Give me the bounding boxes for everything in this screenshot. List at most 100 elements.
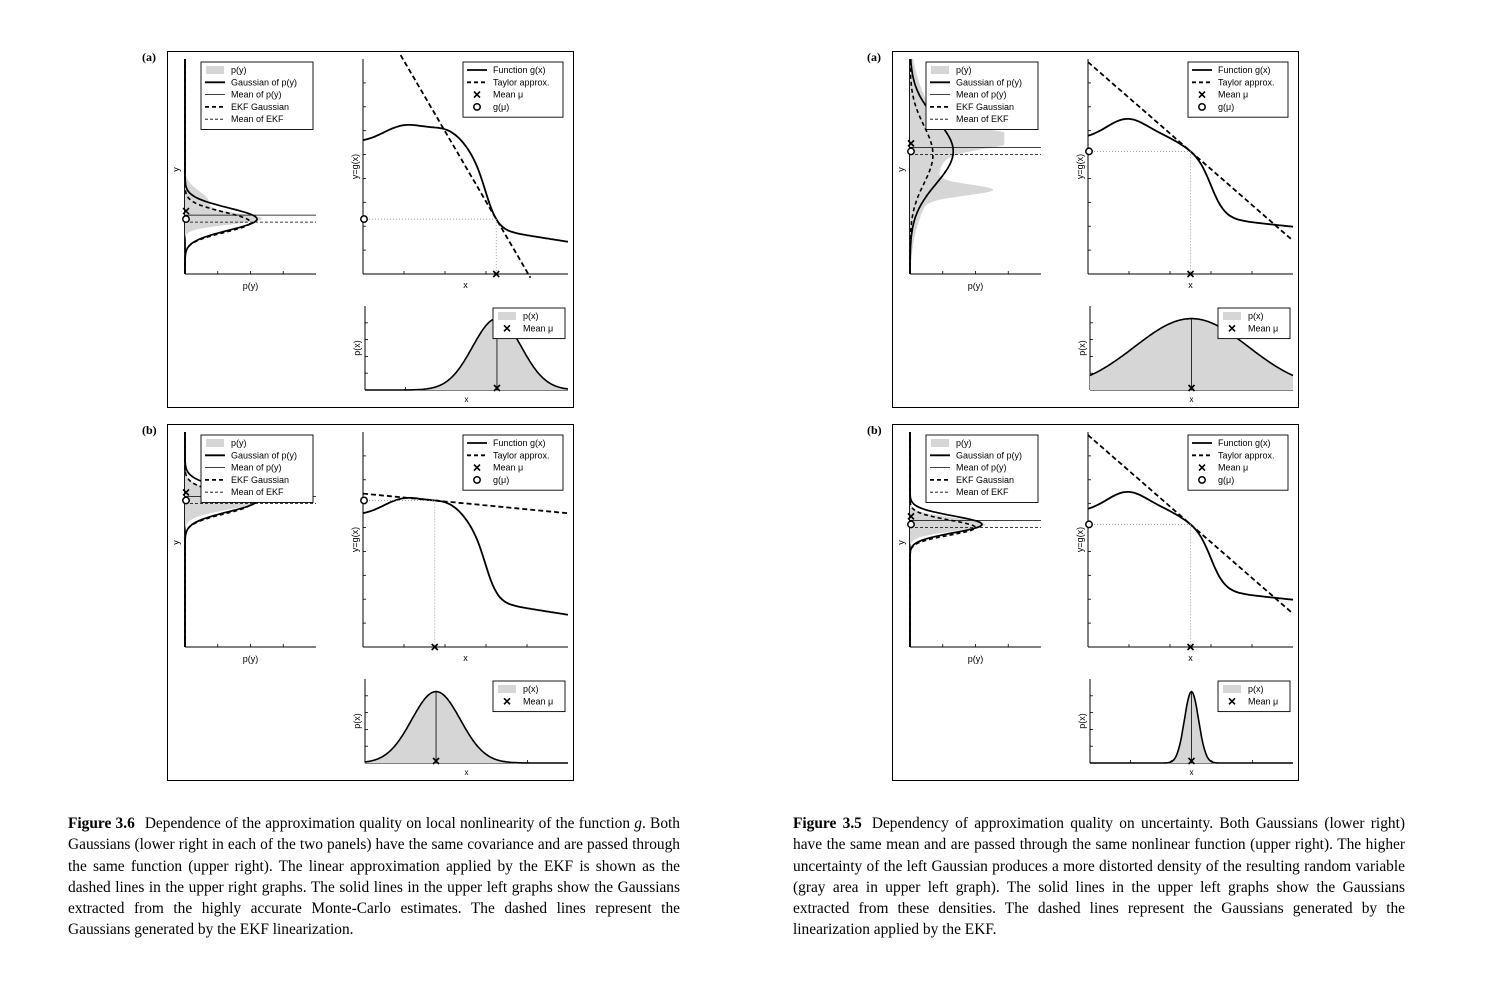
px-area [365, 691, 568, 763]
x-axis-label: x [1188, 653, 1193, 663]
legend-item: Taylor approx. [1218, 450, 1275, 460]
function-curve [362, 497, 569, 616]
caption-number: Figure 3.5 [793, 815, 862, 832]
caption-text: Dependency of approximation quality on u… [793, 815, 1405, 939]
px-mean-marker [1187, 757, 1196, 765]
px-curve [364, 690, 568, 764]
legend-item: Mean of p(y) [956, 90, 1007, 100]
legend-item: Mean of p(y) [231, 463, 282, 473]
x-axis-label: x [1190, 768, 1194, 777]
x-axis-label: x [1188, 280, 1193, 290]
function-plot: Function g(x) Taylor approx. Mean μ g(μ) x y=… [1075, 59, 1294, 290]
function-curve [362, 124, 569, 243]
y-axis-label: p(x) [352, 713, 362, 729]
px-mean-marker [432, 757, 440, 765]
legend-item: Mean μ [493, 90, 523, 100]
legend-marker-cross [503, 697, 511, 705]
ekf-gaussian-curve [184, 432, 252, 647]
ekf-gaussian-curve [184, 59, 252, 274]
panel-plot: Function g(x) Taylor approx. Mean μ g(μ) x y=… [171, 432, 569, 777]
mean-marker [1186, 270, 1195, 278]
legend-swatch-fill [498, 312, 516, 320]
legend-marker-circle [473, 475, 481, 484]
legend-item: Function g(x) [493, 438, 546, 448]
figure-caption: Figure 3.5 Dependency of approximation qu… [793, 813, 1405, 941]
legend-marker-cross [503, 324, 511, 332]
function-plot: Function g(x) Taylor approx. Mean μ g(μ) x y=… [1075, 432, 1294, 663]
legend-item: p(y) [231, 438, 247, 448]
py-mean-marker [907, 512, 915, 520]
legend-item: Mean of p(y) [956, 463, 1007, 473]
function-plot: Function g(x) Taylor approx. Mean μ g(μ) x y=… [350, 54, 569, 290]
legend-item: EKF Gaussian [956, 475, 1014, 485]
panel-label-a: (a) [867, 50, 881, 64]
px-mean-marker [493, 384, 501, 392]
legend-item: EKF Gaussian [231, 475, 289, 485]
figure-3-5: (a) Function g(x) Taylor approx. Mean μ g(μ… [785, 0, 1485, 1000]
legend-item: Mean μ [523, 696, 553, 706]
y-axis-label: y [171, 167, 181, 172]
figure-3-6: (a) Function g(x) Taylor approx. Mean μ g(μ… [60, 0, 760, 1000]
legend-item: p(x) [1248, 684, 1264, 694]
legend-swatch-fill [498, 685, 516, 693]
legend-marker-circle [1198, 102, 1206, 111]
py-area [185, 59, 263, 274]
px-plot: p(x) Mean μ x p(x) [1077, 679, 1293, 777]
legend-item: Mean of EKF [956, 114, 1009, 124]
legend-marker-cross [1228, 697, 1236, 705]
px-curve [1090, 690, 1293, 764]
panel-plot: Function g(x) Taylor approx. Mean μ g(μ) x y=… [171, 54, 569, 404]
legend-box [1217, 307, 1291, 340]
y-axis-label: y [896, 540, 906, 545]
y-axis-label: p(x) [352, 340, 362, 356]
px-plot: p(x) Mean μ x p(x) [352, 306, 569, 404]
y-axis-label: y=g(x) [1075, 154, 1085, 179]
legend-item: g(μ) [1218, 475, 1234, 485]
py-plot: p(y) Gaussian of p(y) Mean of p(y) EKF Gaus… [171, 432, 316, 664]
ekf-gaussian-curve [909, 59, 934, 274]
legend-swatch-fill [931, 439, 949, 447]
x-axis-label: p(y) [243, 654, 259, 664]
panel-plot: Function g(x) Taylor approx. Mean μ g(μ) x y=… [896, 58, 1294, 404]
legend-swatch-fill [1223, 312, 1241, 320]
y-axis-label: y=g(x) [1075, 527, 1085, 552]
legend-item: g(μ) [493, 475, 509, 485]
legend-item: Mean μ [1248, 696, 1278, 706]
legend-item: p(x) [523, 311, 539, 321]
y-axis-label: y=g(x) [350, 154, 360, 179]
legend-item: Mean μ [1218, 90, 1248, 100]
legend-item: Gaussian of p(y) [956, 77, 1022, 87]
caption-number: Figure 3.6 [68, 815, 135, 832]
py-area [910, 59, 1005, 274]
px-mean-marker [1187, 384, 1196, 392]
legend-item: EKF Gaussian [956, 102, 1014, 112]
legend-item: g(μ) [493, 102, 509, 112]
figure-panel-b: Function g(x) Taylor approx. Mean μ g(μ) x y=… [892, 424, 1299, 781]
ekf-gaussian-curve [909, 432, 977, 647]
legend-item: p(x) [523, 684, 539, 694]
taylor-line [1087, 61, 1294, 242]
legend-item: p(y) [231, 65, 247, 75]
caption-text: Dependence of the approximation quality … [68, 815, 680, 939]
legend-swatch-fill [1223, 685, 1241, 693]
panel-label-b: (b) [867, 423, 882, 437]
figure-caption: Figure 3.6 Dependence of the approximatio… [68, 813, 680, 941]
taylor-line [399, 54, 532, 279]
function-plot: Function g(x) Taylor approx. Mean μ g(μ) x y=… [350, 432, 569, 663]
legend-marker-circle [473, 102, 481, 111]
legend-marker-cross [1198, 91, 1206, 99]
g-mu-marker [360, 496, 368, 505]
py-mean-marker [907, 139, 915, 147]
legend-marker-cross [1198, 464, 1206, 472]
x-axis-label: x [1190, 395, 1194, 404]
legend-marker-cross [1228, 324, 1236, 332]
legend-item: Gaussian of p(y) [231, 77, 297, 87]
legend-item: Taylor approx. [1218, 77, 1275, 87]
legend-item: p(x) [1248, 311, 1264, 321]
legend-item: EKF Gaussian [231, 102, 289, 112]
figure-panel-a: Function g(x) Taylor approx. Mean μ g(μ) x y=… [892, 51, 1299, 408]
legend-item: Mean μ [493, 463, 523, 473]
legend-item: g(μ) [1218, 102, 1234, 112]
x-axis-label: x [465, 768, 469, 777]
g-mu-marker [360, 215, 368, 224]
